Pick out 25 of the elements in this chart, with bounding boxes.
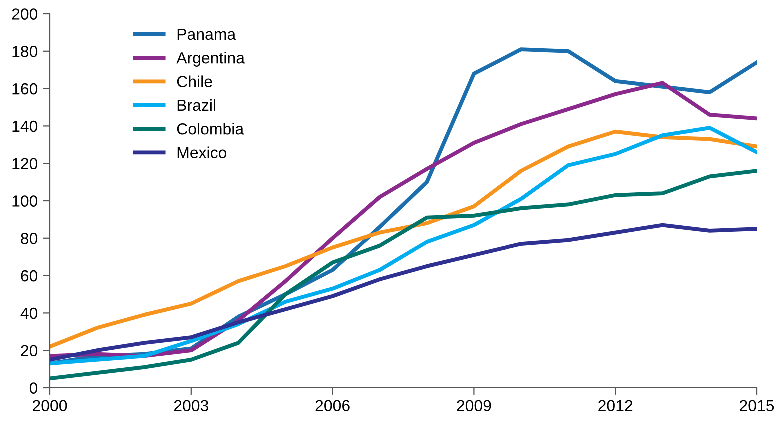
line-series (50, 169, 757, 381)
legend-label: Panama (178, 28, 236, 40)
x-tick-label: 2000 (33, 400, 68, 412)
y-tick-label: 140 (12, 120, 38, 132)
line-series (50, 223, 757, 362)
legend-label: Chile (177, 76, 212, 88)
legend-label: Argentina (176, 52, 245, 67)
y-tick-label: 60 (21, 270, 38, 282)
y-tick-label: 100 (12, 196, 38, 207)
legend-label: Mexico (178, 146, 227, 158)
x-tick-label: 2015 (740, 400, 774, 412)
y-tick-label: 180 (12, 46, 38, 58)
y-tick-label: 200 (12, 8, 38, 20)
y-tick-label: 160 (12, 83, 38, 95)
x-tick-label: 2006 (316, 400, 350, 412)
x-tick-label: 2012 (598, 400, 633, 412)
y-tick-label: 40 (20, 308, 38, 320)
y-tick-label: 0 (30, 382, 38, 394)
legend-label: Brazil (178, 99, 216, 112)
y-tick-label: 80 (21, 233, 38, 244)
y-tick-label: 20 (21, 345, 38, 357)
legend-label: Colombia (177, 123, 244, 135)
x-tick-label: 2003 (174, 400, 208, 412)
y-tick-label: 120 (12, 158, 38, 170)
x-tick-label: 2009 (457, 400, 492, 412)
